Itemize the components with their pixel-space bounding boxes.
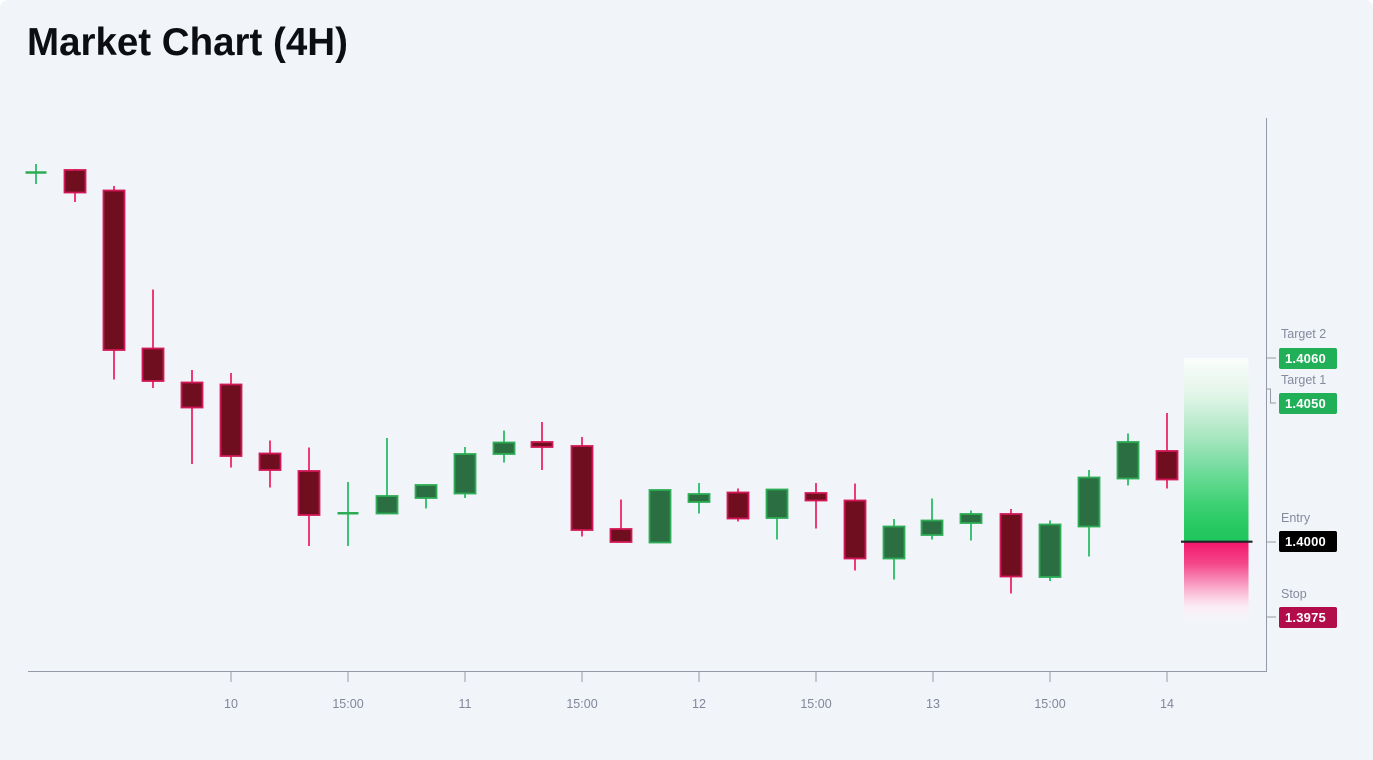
svg-text:14: 14 — [1160, 697, 1174, 711]
svg-text:15:00: 15:00 — [566, 697, 597, 711]
svg-text:10: 10 — [224, 697, 238, 711]
svg-text:12: 12 — [692, 697, 706, 711]
svg-text:15:00: 15:00 — [332, 697, 363, 711]
svg-text:15:00: 15:00 — [800, 697, 831, 711]
svg-text:15:00: 15:00 — [1034, 697, 1065, 711]
svg-text:11: 11 — [459, 697, 472, 711]
svg-text:13: 13 — [926, 697, 940, 711]
